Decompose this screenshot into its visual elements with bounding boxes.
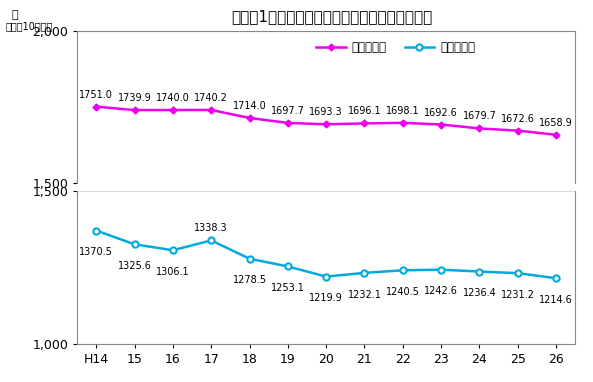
- Text: 1253.1: 1253.1: [271, 283, 305, 293]
- Text: 1751.0: 1751.0: [79, 90, 113, 100]
- Text: 1232.1: 1232.1: [347, 290, 381, 299]
- Legend: 在院患者数, 外来患者数: 在院患者数, 外来患者数: [312, 36, 480, 59]
- Text: 1714.0: 1714.0: [232, 101, 266, 111]
- Text: 1698.1: 1698.1: [386, 106, 420, 116]
- Text: 1693.3: 1693.3: [310, 107, 343, 117]
- Text: 病院の1日平均在院患者・外来患者数の年次推移: 病院の1日平均在院患者・外来患者数の年次推移: [231, 10, 433, 24]
- Text: 1658.9: 1658.9: [539, 118, 573, 128]
- Text: 1306.1: 1306.1: [156, 267, 190, 277]
- Text: 1740.0: 1740.0: [156, 93, 190, 103]
- Text: 1240.5: 1240.5: [386, 287, 420, 297]
- Text: 1679.7: 1679.7: [463, 112, 496, 121]
- Text: 1740.2: 1740.2: [195, 93, 228, 103]
- Text: 1236.4: 1236.4: [463, 288, 496, 298]
- Text: 1739.9: 1739.9: [117, 93, 151, 103]
- Text: 1696.1: 1696.1: [347, 107, 381, 117]
- Text: 1672.6: 1672.6: [501, 114, 535, 124]
- Text: 1214.6: 1214.6: [539, 295, 573, 305]
- Text: 1278.5: 1278.5: [232, 275, 266, 285]
- Text: 1692.6: 1692.6: [424, 108, 458, 118]
- Text: 1242.6: 1242.6: [424, 286, 458, 296]
- Text: 1219.9: 1219.9: [310, 293, 343, 303]
- Text: 1338.3: 1338.3: [195, 223, 228, 233]
- Text: 1325.6: 1325.6: [117, 261, 151, 271]
- Text: 1370.5: 1370.5: [79, 247, 113, 257]
- Text: 1697.7: 1697.7: [271, 106, 305, 116]
- Text: （人口10万対）: （人口10万対）: [6, 21, 53, 31]
- Text: 1231.2: 1231.2: [501, 290, 535, 300]
- Text: 人: 人: [12, 10, 18, 19]
